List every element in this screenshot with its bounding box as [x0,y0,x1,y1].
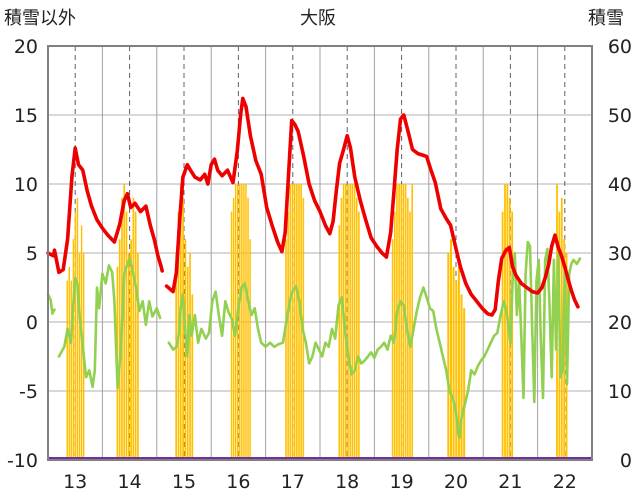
snow-bar [132,197,135,461]
x-tick: 17 [281,471,305,493]
snow-bar [123,184,126,460]
snow-bar [125,211,128,460]
snow-bar [398,184,400,460]
snow-bar [137,253,139,460]
snow-bar [455,280,458,460]
snow-bar [249,239,251,460]
green-series-line [57,257,162,390]
snow-bar [353,184,356,460]
snow-bar [239,184,241,460]
y-tick-left: 15 [14,105,38,127]
snow-bar [189,253,191,460]
green-series-line [167,240,582,440]
snow-bar [241,184,243,460]
x-tick: 21 [498,471,522,493]
chart-title: 大阪 [300,8,336,29]
y-axis-label-left: 積雪以外 [4,8,76,29]
snow-bar [66,280,68,460]
snow-bar [345,184,347,460]
snow-bar [452,266,455,460]
y-tick-right: 60 [608,36,632,58]
snow-bar [127,253,130,460]
snow-bar [447,253,450,460]
snow-bar [400,184,403,460]
snow-bar [293,184,296,460]
x-tick: 18 [335,471,359,493]
y-tick-left: -10 [7,450,38,472]
snow-bar [338,225,341,460]
y-tick-right: 0 [620,450,632,472]
snow-bar [78,253,81,460]
snow-bar [175,253,178,460]
snow-bar [130,239,132,460]
snow-bar [449,239,452,460]
red-series-line [46,146,164,275]
snow-bar [340,197,343,461]
x-tick: 15 [172,471,196,493]
snow-bar [68,266,71,460]
snow-bar [184,239,187,460]
y-tick-right: 40 [608,174,632,196]
snow-bar [463,308,466,460]
y-tick-left: 0 [26,312,38,334]
x-tick: 14 [118,471,142,493]
snow-bar [287,211,289,460]
y-tick-right: 50 [608,105,632,127]
snow-bar [460,294,463,460]
x-tick: 19 [390,471,414,493]
y-tick-left: 5 [26,243,38,265]
snow-bar [285,239,287,460]
x-tick: 16 [226,471,250,493]
snow-bar [411,184,413,460]
x-tick: 20 [444,471,468,493]
snow-bar [409,211,411,460]
plot-frame [47,45,593,461]
snow-bar [391,239,394,460]
snow-bar [355,197,358,461]
snow-bar [182,197,184,461]
snow-bar [243,184,245,460]
snow-bar [134,211,137,460]
snow-bar [504,184,506,460]
y-tick-left: 10 [14,174,38,196]
snow-bar [76,197,79,461]
snow-bar [349,184,351,460]
red-series-line [164,96,580,317]
y-tick-left: -5 [19,381,38,403]
y-tick-right: 20 [608,312,632,334]
snow-bar [186,266,189,460]
x-tick: 13 [63,471,87,493]
green-series-line [46,293,56,315]
y-tick-right: 30 [608,243,632,265]
snow-bar [245,184,247,460]
snow-bar [351,184,354,460]
snow-bar [298,184,300,460]
snow-bar [560,197,563,461]
snow-bar [191,294,194,460]
y-tick-right: 10 [608,381,632,403]
snow-bar [501,211,504,460]
snow-bar [247,197,249,461]
snow-bar [402,184,405,460]
x-tick: 22 [553,471,577,493]
snow-bar [358,211,360,460]
snow-bar [457,266,460,460]
snow-bar [511,211,514,460]
snow-bar [72,239,75,460]
snow-bar [291,184,294,460]
snow-bar [347,184,349,460]
snow-bar [230,211,233,460]
snow-bar [289,184,292,460]
y-tick-left: 20 [14,36,38,58]
snow-bar [296,184,298,460]
snow-bar [74,211,77,460]
line-series [46,96,582,440]
y-axis-label-right: 積雪 [588,8,624,29]
snow-bar [70,280,73,460]
